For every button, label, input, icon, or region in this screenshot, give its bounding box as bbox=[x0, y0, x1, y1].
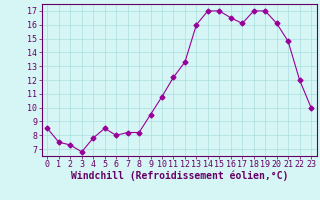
X-axis label: Windchill (Refroidissement éolien,°C): Windchill (Refroidissement éolien,°C) bbox=[70, 171, 288, 181]
